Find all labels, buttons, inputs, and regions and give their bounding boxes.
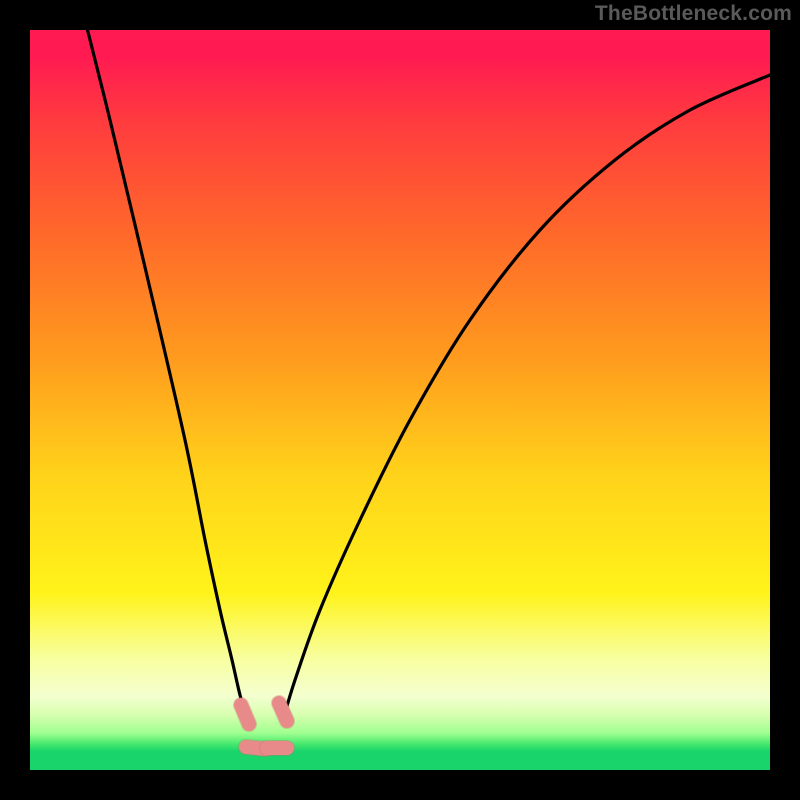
watermark-text: TheBottleneck.com — [595, 2, 792, 26]
bottleneck-chart — [0, 0, 800, 800]
stage: TheBottleneck.com — [0, 0, 800, 800]
marker-capsule — [241, 705, 249, 724]
plot-area — [30, 30, 770, 770]
marker-capsule — [279, 703, 287, 721]
